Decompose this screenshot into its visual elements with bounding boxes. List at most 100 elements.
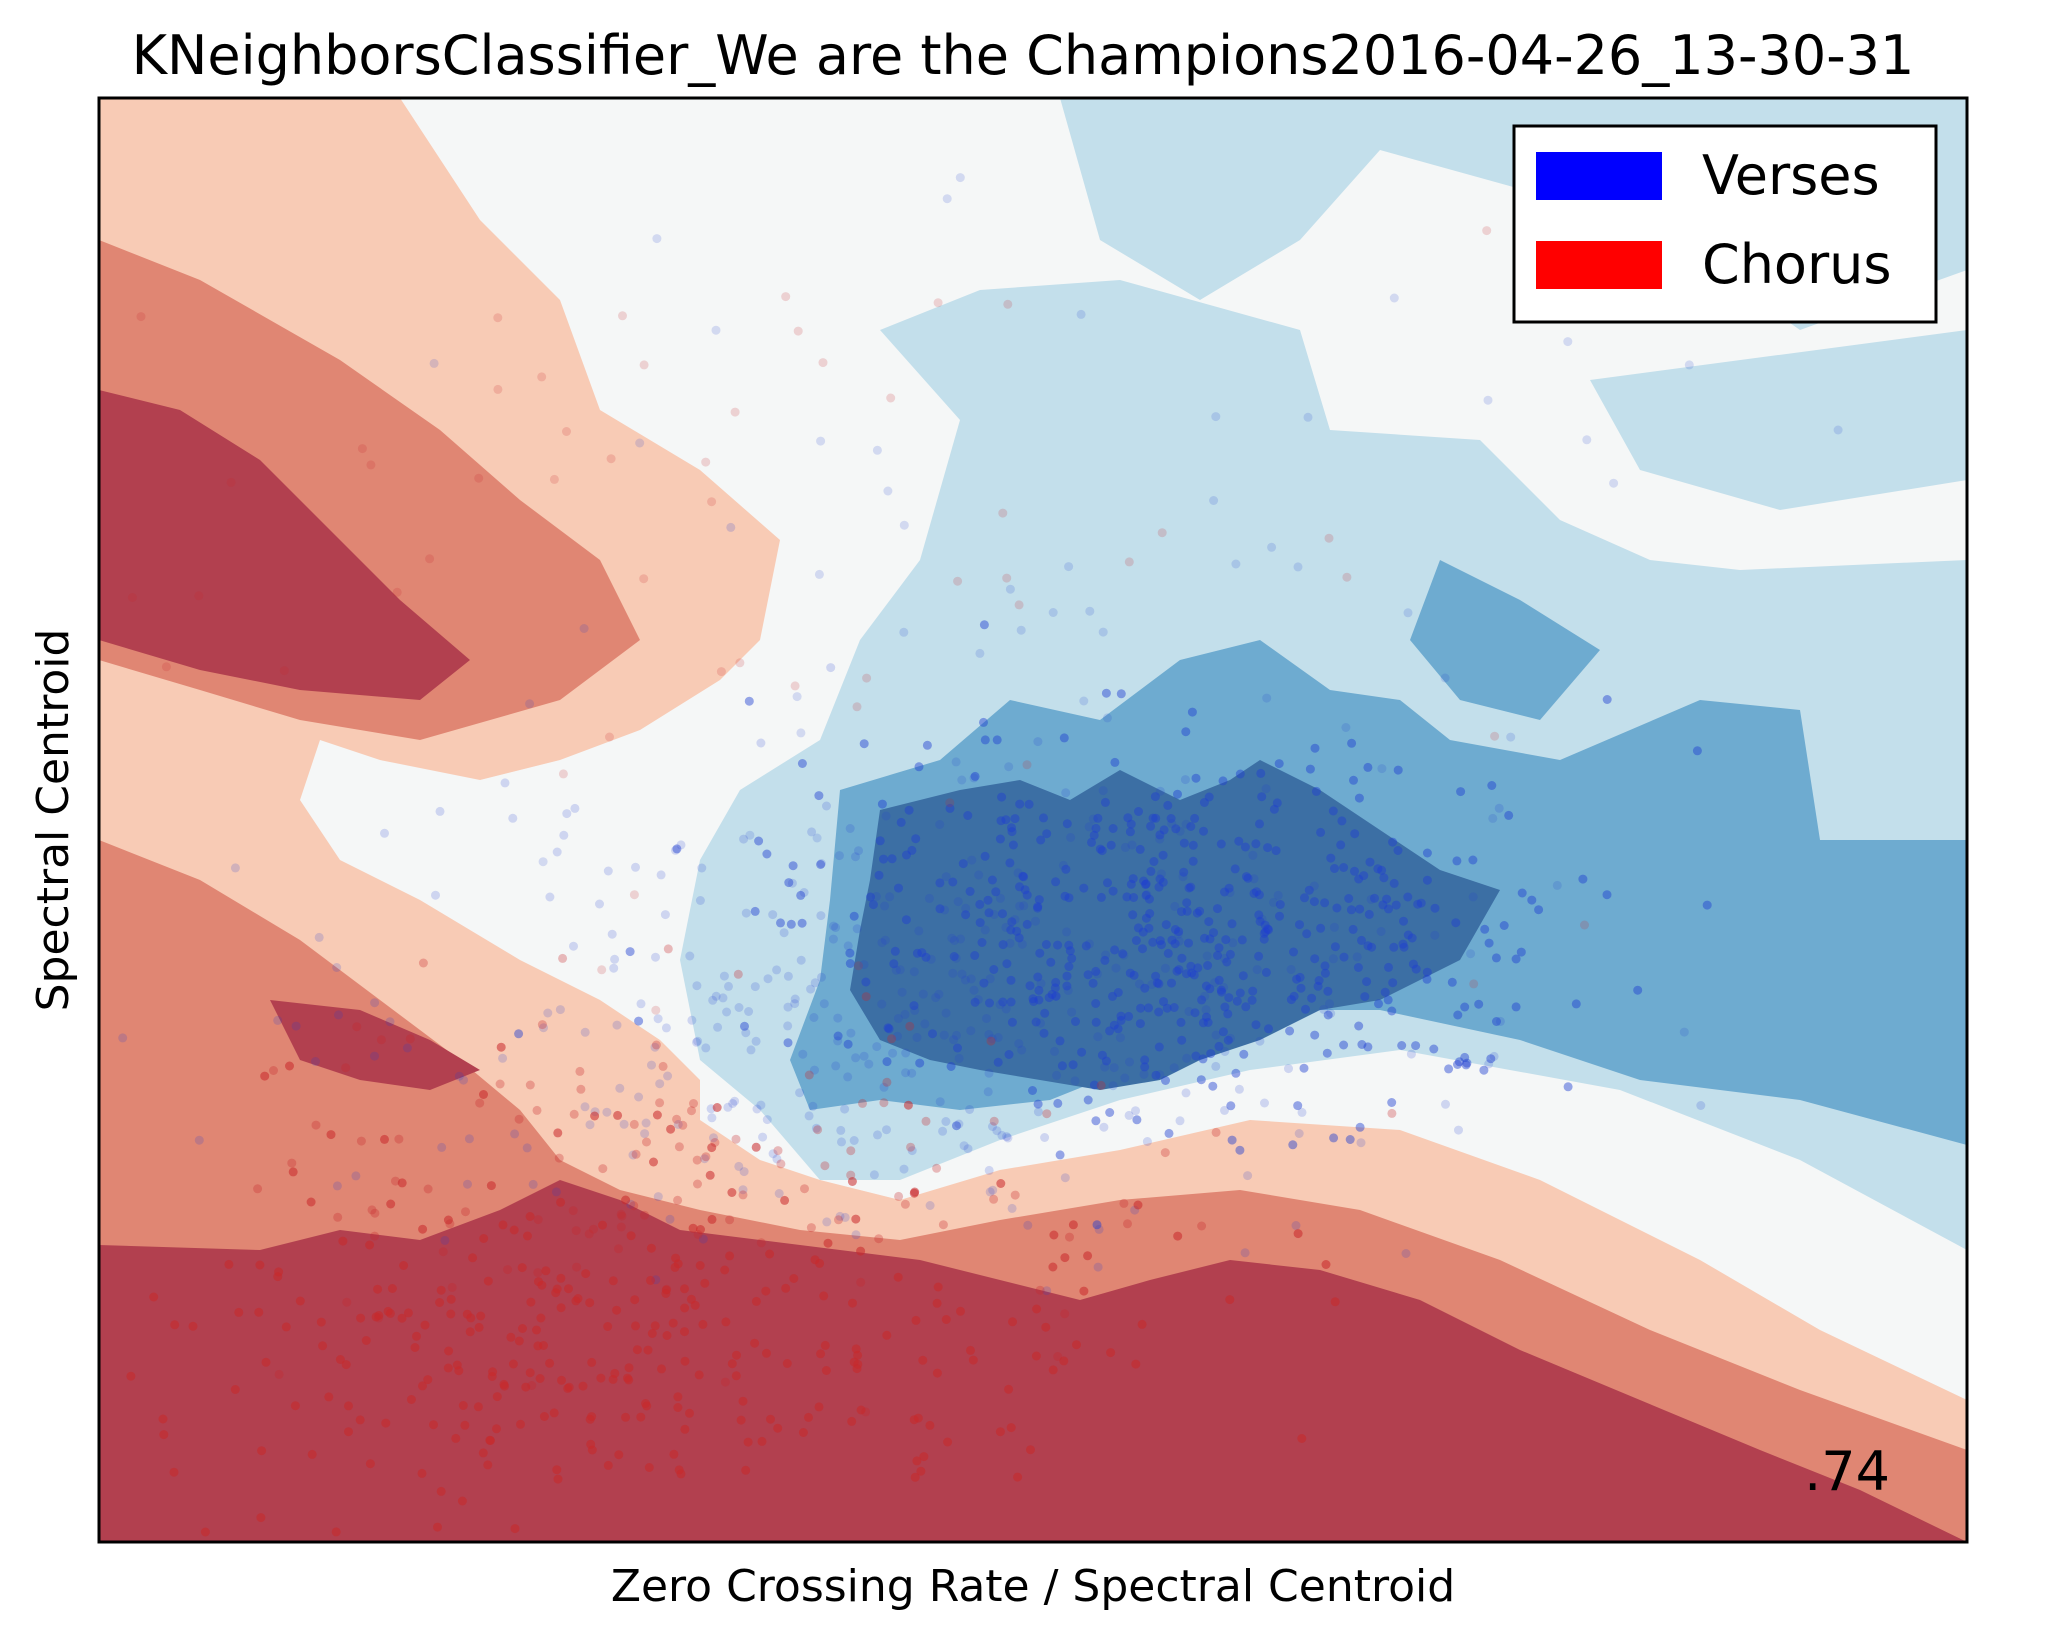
verse-point	[835, 1211, 845, 1221]
verse-point	[1017, 939, 1027, 949]
verse-point	[1488, 813, 1498, 823]
verse-point	[314, 932, 324, 942]
verse-point	[1100, 1062, 1110, 1072]
verse-point	[995, 834, 1005, 844]
verse-point	[1014, 1039, 1024, 1049]
verse-point	[1169, 1003, 1179, 1012]
verse-point	[1105, 1026, 1115, 1036]
verse-point	[783, 1002, 793, 1012]
chorus-point	[476, 1311, 486, 1321]
legend-swatch-chorus	[1536, 241, 1662, 289]
chorus-point	[685, 1408, 694, 1418]
verse-point	[859, 1051, 869, 1061]
chorus-point	[1119, 1198, 1129, 1208]
decision-surface	[99, 98, 1967, 1542]
verse-point	[985, 998, 994, 1008]
verse-point	[1356, 1138, 1366, 1148]
verse-point	[1079, 696, 1089, 706]
verse-point	[1211, 1030, 1221, 1040]
verse-point	[1354, 874, 1364, 884]
chorus-point	[695, 1261, 705, 1270]
verse-point	[965, 886, 975, 896]
verse-point	[810, 1065, 819, 1075]
verse-point	[915, 1058, 925, 1068]
chorus-point	[486, 1181, 496, 1191]
verse-point	[904, 805, 914, 815]
verse-point	[1167, 978, 1176, 988]
region-verse-strong	[850, 760, 1500, 1090]
verse-point	[602, 1107, 612, 1117]
verse-point	[1172, 966, 1182, 976]
chorus-point	[420, 1320, 430, 1330]
verse-point	[826, 663, 836, 673]
verse-point	[1170, 925, 1180, 934]
verse-point	[1113, 1024, 1123, 1034]
chorus-point	[669, 1449, 679, 1459]
chorus-point	[657, 1364, 666, 1374]
verse-point	[1243, 873, 1253, 883]
verse-point	[1151, 971, 1161, 981]
verse-point	[1286, 995, 1296, 1005]
verse-point	[893, 1014, 903, 1023]
verse-point	[843, 941, 853, 951]
verse-point	[877, 999, 887, 1009]
chorus-point	[326, 1130, 336, 1140]
chorus-point	[397, 1313, 407, 1323]
verse-point	[1380, 987, 1390, 997]
chorus-point	[568, 1206, 578, 1216]
verse-point	[1227, 1135, 1237, 1145]
verse-point	[970, 997, 980, 1007]
verse-point	[819, 999, 829, 1009]
verse-point	[917, 948, 927, 958]
verse-point	[975, 899, 985, 909]
verse-point	[949, 1035, 959, 1045]
verse-point	[948, 877, 958, 887]
verse-point	[768, 1149, 778, 1159]
chorus-point	[496, 1042, 506, 1052]
verse-point	[1085, 606, 1095, 616]
verse-point	[954, 1119, 964, 1129]
chorus-point	[287, 1158, 297, 1168]
verse-point	[1167, 819, 1177, 828]
verse-point	[1391, 900, 1401, 910]
verse-point	[926, 954, 936, 964]
verse-point	[709, 1133, 718, 1143]
verse-point	[928, 1029, 937, 1039]
verse-point	[864, 1059, 874, 1069]
verse-point	[651, 952, 660, 962]
verse-point	[1289, 991, 1299, 1001]
chorus-point	[671, 1253, 681, 1263]
verse-point	[1066, 833, 1076, 842]
verse-point	[1264, 1024, 1273, 1034]
chorus-point	[447, 1282, 457, 1292]
verse-point	[941, 872, 951, 882]
verse-point	[1067, 953, 1077, 963]
verse-point	[901, 915, 911, 925]
chorus-point	[399, 1261, 409, 1270]
verse-point	[1249, 874, 1259, 884]
verse-point	[1010, 814, 1020, 824]
verse-point	[1064, 562, 1074, 572]
verse-point	[934, 989, 944, 999]
chorus-point	[558, 953, 568, 963]
verse-point	[1213, 951, 1222, 960]
chorus-point	[613, 1110, 623, 1120]
verse-point	[1205, 984, 1215, 994]
chorus-point	[281, 1322, 291, 1332]
verse-point	[752, 1104, 762, 1114]
verse-point	[1261, 927, 1270, 937]
verse-point	[987, 1034, 997, 1044]
verse-point	[1070, 1076, 1080, 1086]
chorus-point	[316, 1317, 326, 1327]
verse-point	[1330, 864, 1339, 873]
chorus-point	[537, 1020, 547, 1030]
verse-point	[1208, 1081, 1218, 1091]
verse-point	[697, 863, 707, 873]
verse-point	[900, 1009, 910, 1019]
verse-point	[822, 801, 831, 811]
chorus-point	[587, 1412, 597, 1422]
verse-point	[1355, 1122, 1365, 1132]
chorus-point	[911, 1315, 921, 1325]
chorus-point	[646, 1275, 655, 1285]
verse-point	[907, 1068, 917, 1078]
